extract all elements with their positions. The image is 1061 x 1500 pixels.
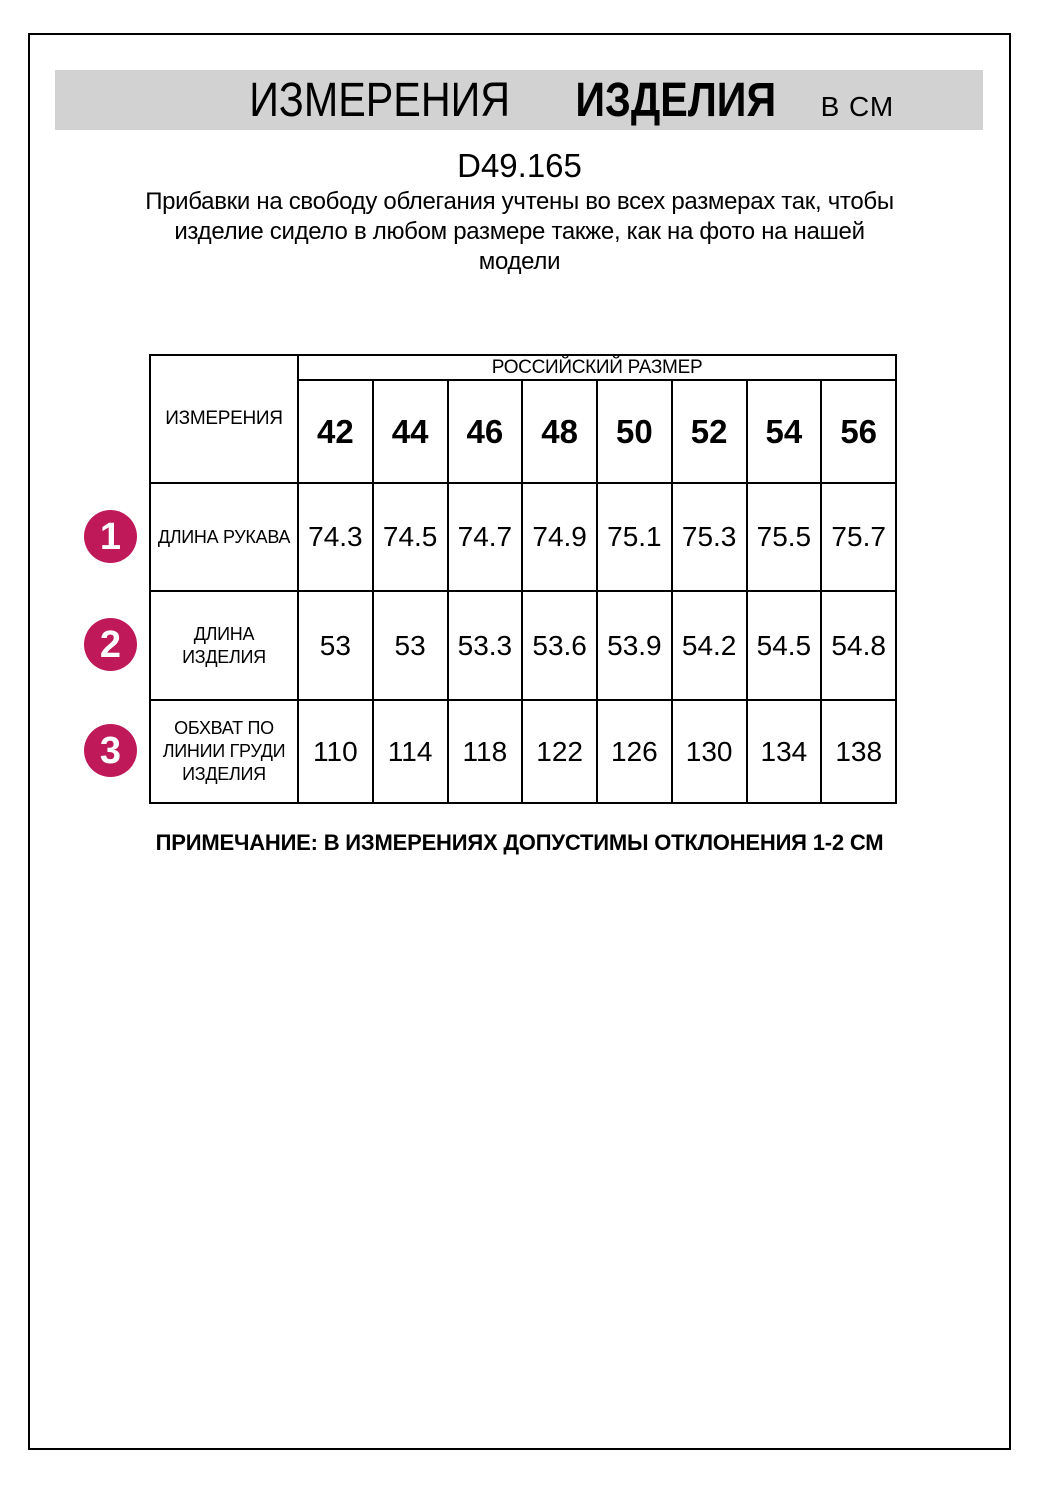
header-bar: ИЗМЕРЕНИЯ ИЗДЕЛИЯ В СМ xyxy=(55,70,983,130)
value-cell: 53 xyxy=(371,590,449,701)
size-header-cell: 44 xyxy=(371,379,449,484)
row-number-badge-3: 3 xyxy=(84,724,137,777)
value-cell: 75.1 xyxy=(596,482,673,592)
value-cell: 74.7 xyxy=(446,482,524,592)
value-cell: 122 xyxy=(521,699,598,804)
size-group-header-cell: РОССИЙСКИЙ РАЗМЕР xyxy=(296,354,898,381)
title-unit-label: В СМ xyxy=(820,90,895,122)
value-cell: 54.2 xyxy=(670,590,748,701)
value-cell: 74.9 xyxy=(521,482,598,592)
size-header-cell: 50 xyxy=(596,379,673,484)
row-label-sleeve-length: ДЛИНА РУКАВА xyxy=(149,482,299,592)
product-code: D49.165 xyxy=(457,147,582,184)
page-border: ИЗМЕРЕНИЯ ИЗДЕЛИЯ В СМ D49.165 Прибавки … xyxy=(28,33,1011,1450)
value-cell: 53.3 xyxy=(446,590,524,701)
value-cell: 74.5 xyxy=(371,482,449,592)
value-cell: 75.5 xyxy=(745,482,823,592)
value-cell: 110 xyxy=(297,699,374,804)
value-cell: 75.3 xyxy=(670,482,748,592)
value-cell: 138 xyxy=(820,699,898,804)
table-row-sleeve-length: ДЛИНА РУКАВА 74.3 74.5 74.7 74.9 75.1 75… xyxy=(149,482,898,592)
fit-description: Прибавки на свободу облегания учтены во … xyxy=(145,188,894,275)
row-label-garment-length: ДЛИНА ИЗДЕЛИЯ xyxy=(149,590,299,701)
value-cell: 74.3 xyxy=(297,482,374,592)
value-cell: 53 xyxy=(297,590,374,701)
size-header-cell: 46 xyxy=(446,379,524,484)
value-cell: 54.5 xyxy=(745,590,823,701)
measurements-header-cell: ИЗМЕРЕНИЯ xyxy=(149,354,299,484)
size-header-cell: 48 xyxy=(521,379,598,484)
title-word-measurements: ИЗМЕРЕНИЯ xyxy=(248,73,510,127)
page-title: ИЗМЕРЕНИЯ ИЗДЕЛИЯ В СМ xyxy=(228,73,895,128)
title-word-product: ИЗДЕЛИЯ xyxy=(575,73,777,127)
value-cell: 118 xyxy=(446,699,524,804)
table-row-garment-length: ДЛИНА ИЗДЕЛИЯ 53 53 53.3 53.6 53.9 54.2 … xyxy=(149,590,898,701)
value-cell: 114 xyxy=(371,699,449,804)
table-row-chest-girth: ОБХВАТ ПО ЛИНИИ ГРУДИ ИЗДЕЛИЯ 110 114 11… xyxy=(149,699,898,804)
tolerance-note: ПРИМЕЧАНИЕ: В ИЗМЕРЕНИЯХ ДОПУСТИМЫ ОТКЛО… xyxy=(155,830,884,855)
row-number-badge-2: 2 xyxy=(84,618,137,671)
size-table: ИЗМЕРЕНИЯ РОССИЙСКИЙ РАЗМЕР 42 44 46 48 … xyxy=(149,354,898,804)
value-cell: 53.9 xyxy=(596,590,673,701)
value-cell: 54.8 xyxy=(820,590,898,701)
value-cell: 126 xyxy=(596,699,673,804)
value-cell: 53.6 xyxy=(521,590,598,701)
value-cell: 134 xyxy=(745,699,823,804)
row-number-badge-1: 1 xyxy=(84,510,137,563)
value-cell: 130 xyxy=(670,699,748,804)
size-header-cell: 42 xyxy=(297,379,374,484)
size-header-cell: 52 xyxy=(670,379,748,484)
row-label-chest-girth: ОБХВАТ ПО ЛИНИИ ГРУДИ ИЗДЕЛИЯ xyxy=(149,699,299,804)
value-cell: 75.7 xyxy=(820,482,898,592)
table-header-row-group: ИЗМЕРЕНИЯ РОССИЙСКИЙ РАЗМЕР xyxy=(149,354,898,484)
table-header-row-sizes: 42 44 46 48 50 52 54 56 xyxy=(150,379,898,484)
size-header-cell: 56 xyxy=(820,379,898,484)
size-header-cell: 54 xyxy=(745,379,823,484)
